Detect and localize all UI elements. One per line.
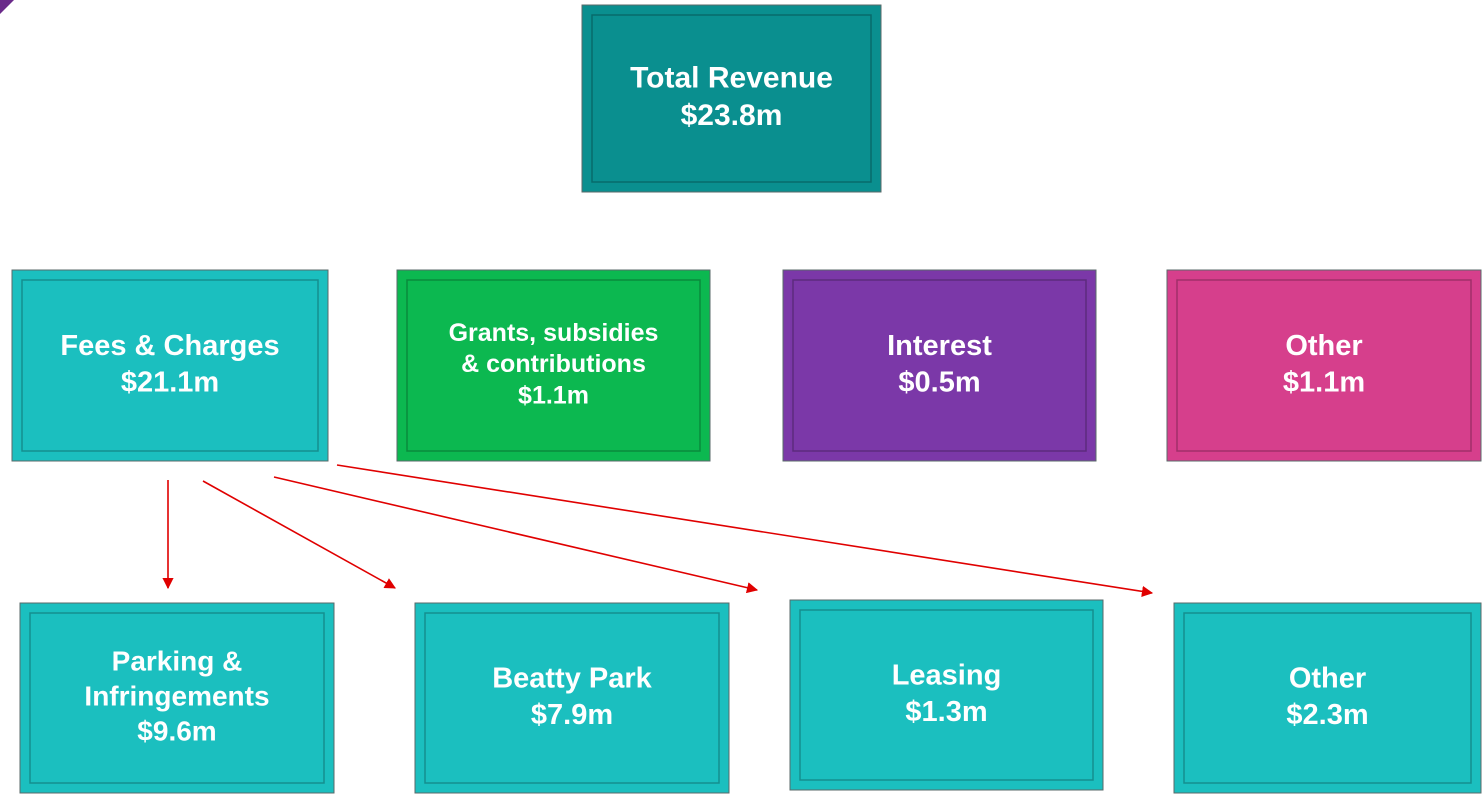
node: Fees & Charges $21.1m <box>11 269 329 462</box>
node-bevel <box>1176 279 1472 452</box>
node-box <box>396 269 711 462</box>
node-label: & contributions <box>461 350 646 378</box>
node: Beatty Park $7.9m <box>414 602 730 794</box>
node: Other $1.1m <box>1166 269 1482 462</box>
node-label: Other <box>1289 663 1366 695</box>
node-bevel <box>21 279 319 452</box>
node: Interest $0.5m <box>782 269 1097 462</box>
node-label: Beatty Park <box>492 663 652 695</box>
node-box <box>1166 269 1482 462</box>
node-label: $1.3m <box>905 696 987 728</box>
node-bevel <box>424 612 720 784</box>
arrow <box>336 464 1154 597</box>
node-bevel <box>1183 612 1472 784</box>
node-box <box>782 269 1097 462</box>
arrows <box>162 464 1154 597</box>
node-box <box>1173 602 1482 794</box>
node: Leasing $1.3m <box>789 599 1104 791</box>
node-label: $0.5m <box>898 366 980 398</box>
node-label: $7.9m <box>531 699 613 731</box>
node-bevel <box>591 14 872 183</box>
node-bevel <box>406 279 701 452</box>
node-label: Grants, subsidies <box>449 319 659 347</box>
node-box <box>789 599 1104 791</box>
node-label: Infringements <box>84 680 269 711</box>
node-label: $9.6m <box>137 715 216 746</box>
node-label: Parking & <box>112 645 243 676</box>
node-box <box>11 269 329 462</box>
node-bevel <box>29 612 325 784</box>
node-label: Leasing <box>892 660 1002 692</box>
node-label: $2.3m <box>1286 699 1368 731</box>
node-box <box>19 602 335 794</box>
node: Total Revenue $23.8m <box>581 4 882 193</box>
node-label: $1.1m <box>518 381 589 409</box>
arrow <box>202 480 396 589</box>
arrow <box>273 476 759 594</box>
node-label: $21.1m <box>121 366 219 398</box>
node-label: $1.1m <box>1283 366 1365 398</box>
node-label: $23.8m <box>681 99 783 132</box>
corner-decoration <box>0 0 14 14</box>
node-bevel <box>799 609 1094 781</box>
node-label: Interest <box>887 330 992 362</box>
node: Parking & Infringements $9.6m <box>19 602 335 794</box>
node-label: Other <box>1285 330 1362 362</box>
node: Other $2.3m <box>1173 602 1482 794</box>
node-label: Total Revenue <box>630 62 833 95</box>
node: Grants, subsidies & contributions $1.1m <box>396 269 711 462</box>
node-label: Fees & Charges <box>60 330 279 362</box>
node-box <box>581 4 882 193</box>
node-bevel <box>792 279 1087 452</box>
node-box <box>414 602 730 794</box>
